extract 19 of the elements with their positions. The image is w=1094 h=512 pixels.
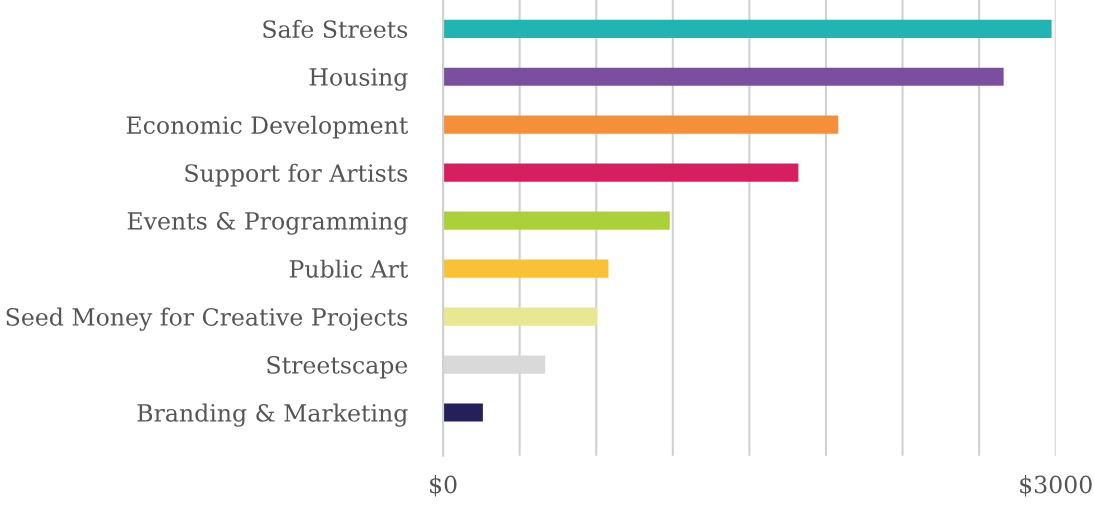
- y-tick-label: Public Art: [289, 259, 409, 278]
- bar: [443, 307, 598, 326]
- bar: [443, 19, 1052, 38]
- bar: [443, 115, 839, 134]
- y-tick-label: Branding & Marketing: [137, 403, 408, 427]
- bar: [443, 163, 799, 182]
- y-tick-label: Streetscape: [267, 355, 408, 379]
- y-tick-label: Economic Development: [126, 115, 409, 139]
- bar: [443, 403, 483, 422]
- bar: [443, 67, 1004, 86]
- y-tick-label: Events & Programming: [127, 211, 408, 235]
- y-tick-label: Support for Artists: [185, 163, 408, 187]
- x-tick-label: $0: [430, 475, 457, 497]
- bar: [443, 211, 670, 230]
- x-tick-label: $3000: [1020, 475, 1092, 497]
- bar: [443, 259, 609, 278]
- y-tick-label: Safe Streets: [263, 19, 408, 39]
- y-tick-label: Seed Money for Creative Projects: [6, 307, 408, 331]
- y-tick-label: Housing: [309, 68, 408, 91]
